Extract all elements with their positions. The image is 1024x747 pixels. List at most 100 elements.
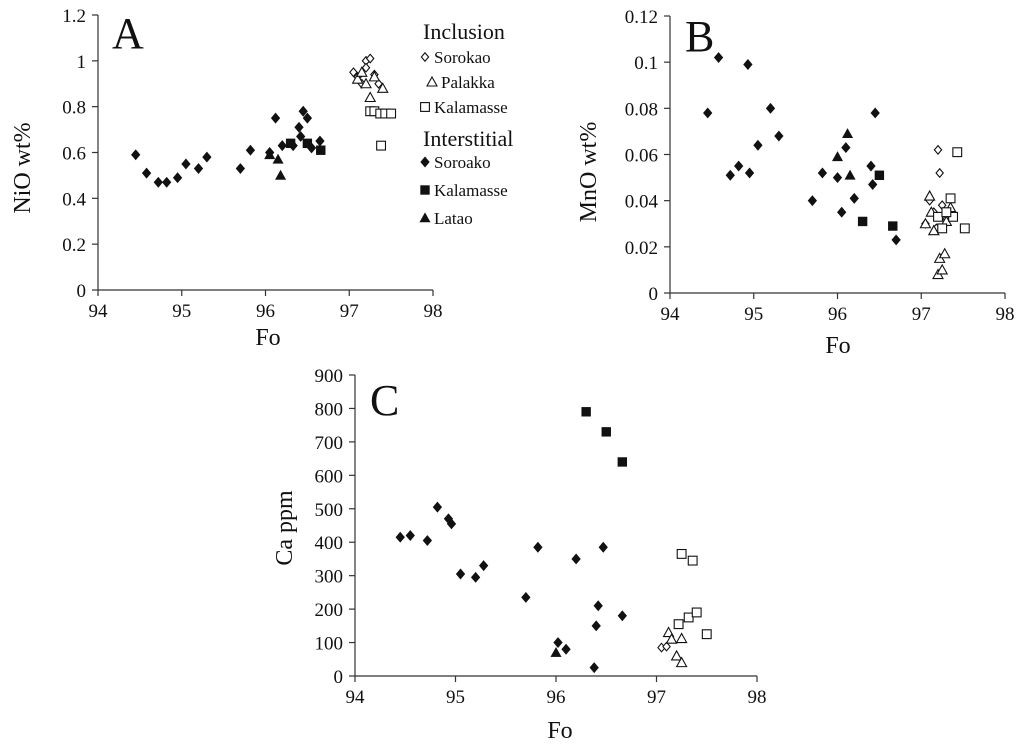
data-point-interstitial-soroako — [172, 172, 183, 184]
panel-c-x-axis-title: Fo — [547, 718, 572, 744]
legend-label-interstitial-latao: Latao — [434, 209, 473, 228]
panel-c-background — [260, 355, 760, 745]
panel-b-x-axis-title: Fo — [825, 333, 850, 359]
data-point-inclusion-palakka — [665, 633, 678, 644]
y-tick-label: 0.1 — [634, 53, 658, 74]
data-point-inclusion-kalamasse — [937, 223, 948, 234]
panel-b-ticks: 94 95 96 97 98 0 0.02 0.04 0.06 0.08 0.1 0.12 — [625, 7, 1015, 325]
y-tick-label: 300 — [315, 567, 344, 588]
data-point-interstitial-soroako — [868, 179, 878, 190]
data-point-interstitial-soroako — [235, 163, 246, 175]
data-point-inclusion-palakka — [923, 189, 936, 201]
data-point-interstitial-latao — [264, 149, 276, 160]
panel-a: A Fo NiO wt% 94 95 96 97 98 0 0.2 0.4 0.6 0.8 1 1.2… — [2, 2, 513, 354]
data-point-interstitial-latao — [842, 128, 854, 139]
data-point-inclusion-kalamasse — [691, 607, 702, 618]
data-point-interstitial-soroako — [455, 568, 466, 580]
legend-label-interstitial-soroako: Soroako — [434, 153, 491, 172]
data-point-inclusion-palakka — [675, 656, 688, 668]
data-point-inclusion-kalamasse — [933, 211, 943, 222]
data-point-interstitial-soroako — [837, 206, 847, 218]
x-tick-label: 95 — [172, 301, 191, 322]
data-point-interstitial-soroako — [245, 144, 256, 156]
y-tick-label: 600 — [315, 466, 344, 487]
y-tick-label: 0.6 — [62, 144, 86, 165]
legend-marker-inclusion-palakka — [426, 75, 438, 87]
data-point-interstitial-soroako — [589, 662, 599, 674]
panel-a-label: A — [112, 9, 144, 58]
data-point-inclusion-kalamasse — [376, 140, 387, 151]
data-point-interstitial-latao — [844, 169, 856, 180]
data-point-interstitial-soroako — [141, 167, 152, 179]
data-point-interstitial-soroako — [849, 192, 859, 204]
data-point-interstitial-soroako — [294, 121, 304, 133]
panel-c-y-axis-title: Ca ppm — [272, 490, 298, 566]
legend-label-inclusion-kalamasse: Kalamasse — [434, 98, 508, 117]
data-point-interstitial-soroako — [202, 151, 212, 163]
y-tick-label: 0.2 — [62, 235, 86, 256]
data-point-inclusion-sorokao — [365, 53, 375, 64]
data-point-interstitial-soroako — [302, 112, 313, 124]
panel-c-marks — [395, 407, 712, 674]
data-point-interstitial-kalamasse — [888, 221, 898, 231]
data-point-interstitial-soroako — [753, 139, 763, 151]
data-point-interstitial-soroako — [422, 535, 433, 547]
legend-label-inclusion-palakka: Palakka — [441, 73, 495, 92]
panel-a-ticks: 94 95 96 97 98 0 0.2 0.4 0.6 0.8 1 1.2 — [62, 6, 442, 322]
x-tick-label: 94 — [346, 687, 366, 708]
data-point-inclusion-kalamasse — [959, 223, 970, 234]
x-tick-label: 97 — [340, 301, 359, 322]
data-point-inclusion-kalamasse — [941, 207, 952, 218]
x-tick-label: 97 — [912, 304, 931, 325]
panel-c: C Fo Ca ppm 94 95 96 97 98 0 100 200 300 400 500 60… — [260, 355, 767, 745]
x-tick-label: 98 — [748, 687, 767, 708]
data-point-interstitial-soroako — [591, 620, 601, 632]
data-point-inclusion-palakka — [368, 70, 381, 82]
y-tick-label: 0 — [334, 667, 344, 688]
data-point-interstitial-kalamasse — [601, 427, 611, 437]
data-point-interstitial-soroako — [277, 140, 287, 152]
y-tick-label: 0.06 — [625, 146, 658, 167]
data-point-interstitial-latao — [831, 151, 844, 162]
y-tick-label: 500 — [315, 500, 344, 521]
data-point-inclusion-palakka — [675, 632, 688, 644]
data-point-interstitial-soroako — [298, 105, 308, 117]
data-point-interstitial-soroako — [395, 531, 405, 543]
data-point-inclusion-sorokao — [933, 144, 943, 155]
data-point-inclusion-palakka — [376, 82, 389, 93]
y-tick-label: 0.02 — [625, 238, 658, 259]
data-point-inclusion-sorokao — [361, 62, 371, 73]
panel-a-legend: Inclusion Sorokao Palakka Kalamasse Inte… — [419, 19, 513, 228]
data-point-interstitial-soroako — [162, 176, 172, 188]
data-point-interstitial-kalamasse — [316, 145, 326, 155]
data-point-inclusion-palakka — [351, 73, 364, 84]
data-point-inclusion-kalamasse — [676, 548, 687, 559]
data-point-inclusion-palakka — [355, 66, 368, 77]
y-tick-label: 0.08 — [625, 99, 658, 120]
data-point-inclusion-palakka — [927, 224, 940, 236]
x-tick-label: 94 — [661, 304, 681, 325]
panel-c-ticks: 94 95 96 97 98 0 100 200 300 400 500 600 700 800 900 — [315, 366, 767, 708]
data-point-interstitial-soroako — [478, 560, 489, 572]
data-point-inclusion-kalamasse — [701, 629, 712, 640]
data-point-interstitial-kalamasse — [617, 457, 628, 467]
y-tick-label: 100 — [315, 634, 344, 655]
data-point-interstitial-kalamasse — [581, 407, 591, 417]
data-point-inclusion-palakka — [938, 247, 951, 259]
data-point-interstitial-soroako — [153, 176, 163, 188]
y-tick-label: 0 — [77, 281, 87, 302]
panel-b-marks — [703, 52, 970, 280]
panel-b: B Fo MnO wt% 94 95 96 97 98 0 0.02 0.04 0.06 0.08… — [572, 2, 1022, 359]
data-point-inclusion-palakka — [364, 91, 377, 103]
data-point-interstitial-soroako — [561, 643, 571, 655]
data-point-interstitial-soroako — [270, 112, 281, 124]
x-tick-label: 96 — [828, 304, 847, 325]
data-point-inclusion-palakka — [360, 77, 372, 89]
data-point-interstitial-soroako — [866, 160, 876, 172]
legend-marker-inclusion-kalamasse — [420, 102, 430, 112]
y-tick-label: 1.2 — [62, 6, 86, 27]
y-tick-label: 0.12 — [625, 7, 658, 28]
panel-c-label: C — [370, 376, 399, 425]
data-point-interstitial-soroako — [181, 158, 191, 170]
data-point-interstitial-kalamasse — [857, 216, 868, 227]
